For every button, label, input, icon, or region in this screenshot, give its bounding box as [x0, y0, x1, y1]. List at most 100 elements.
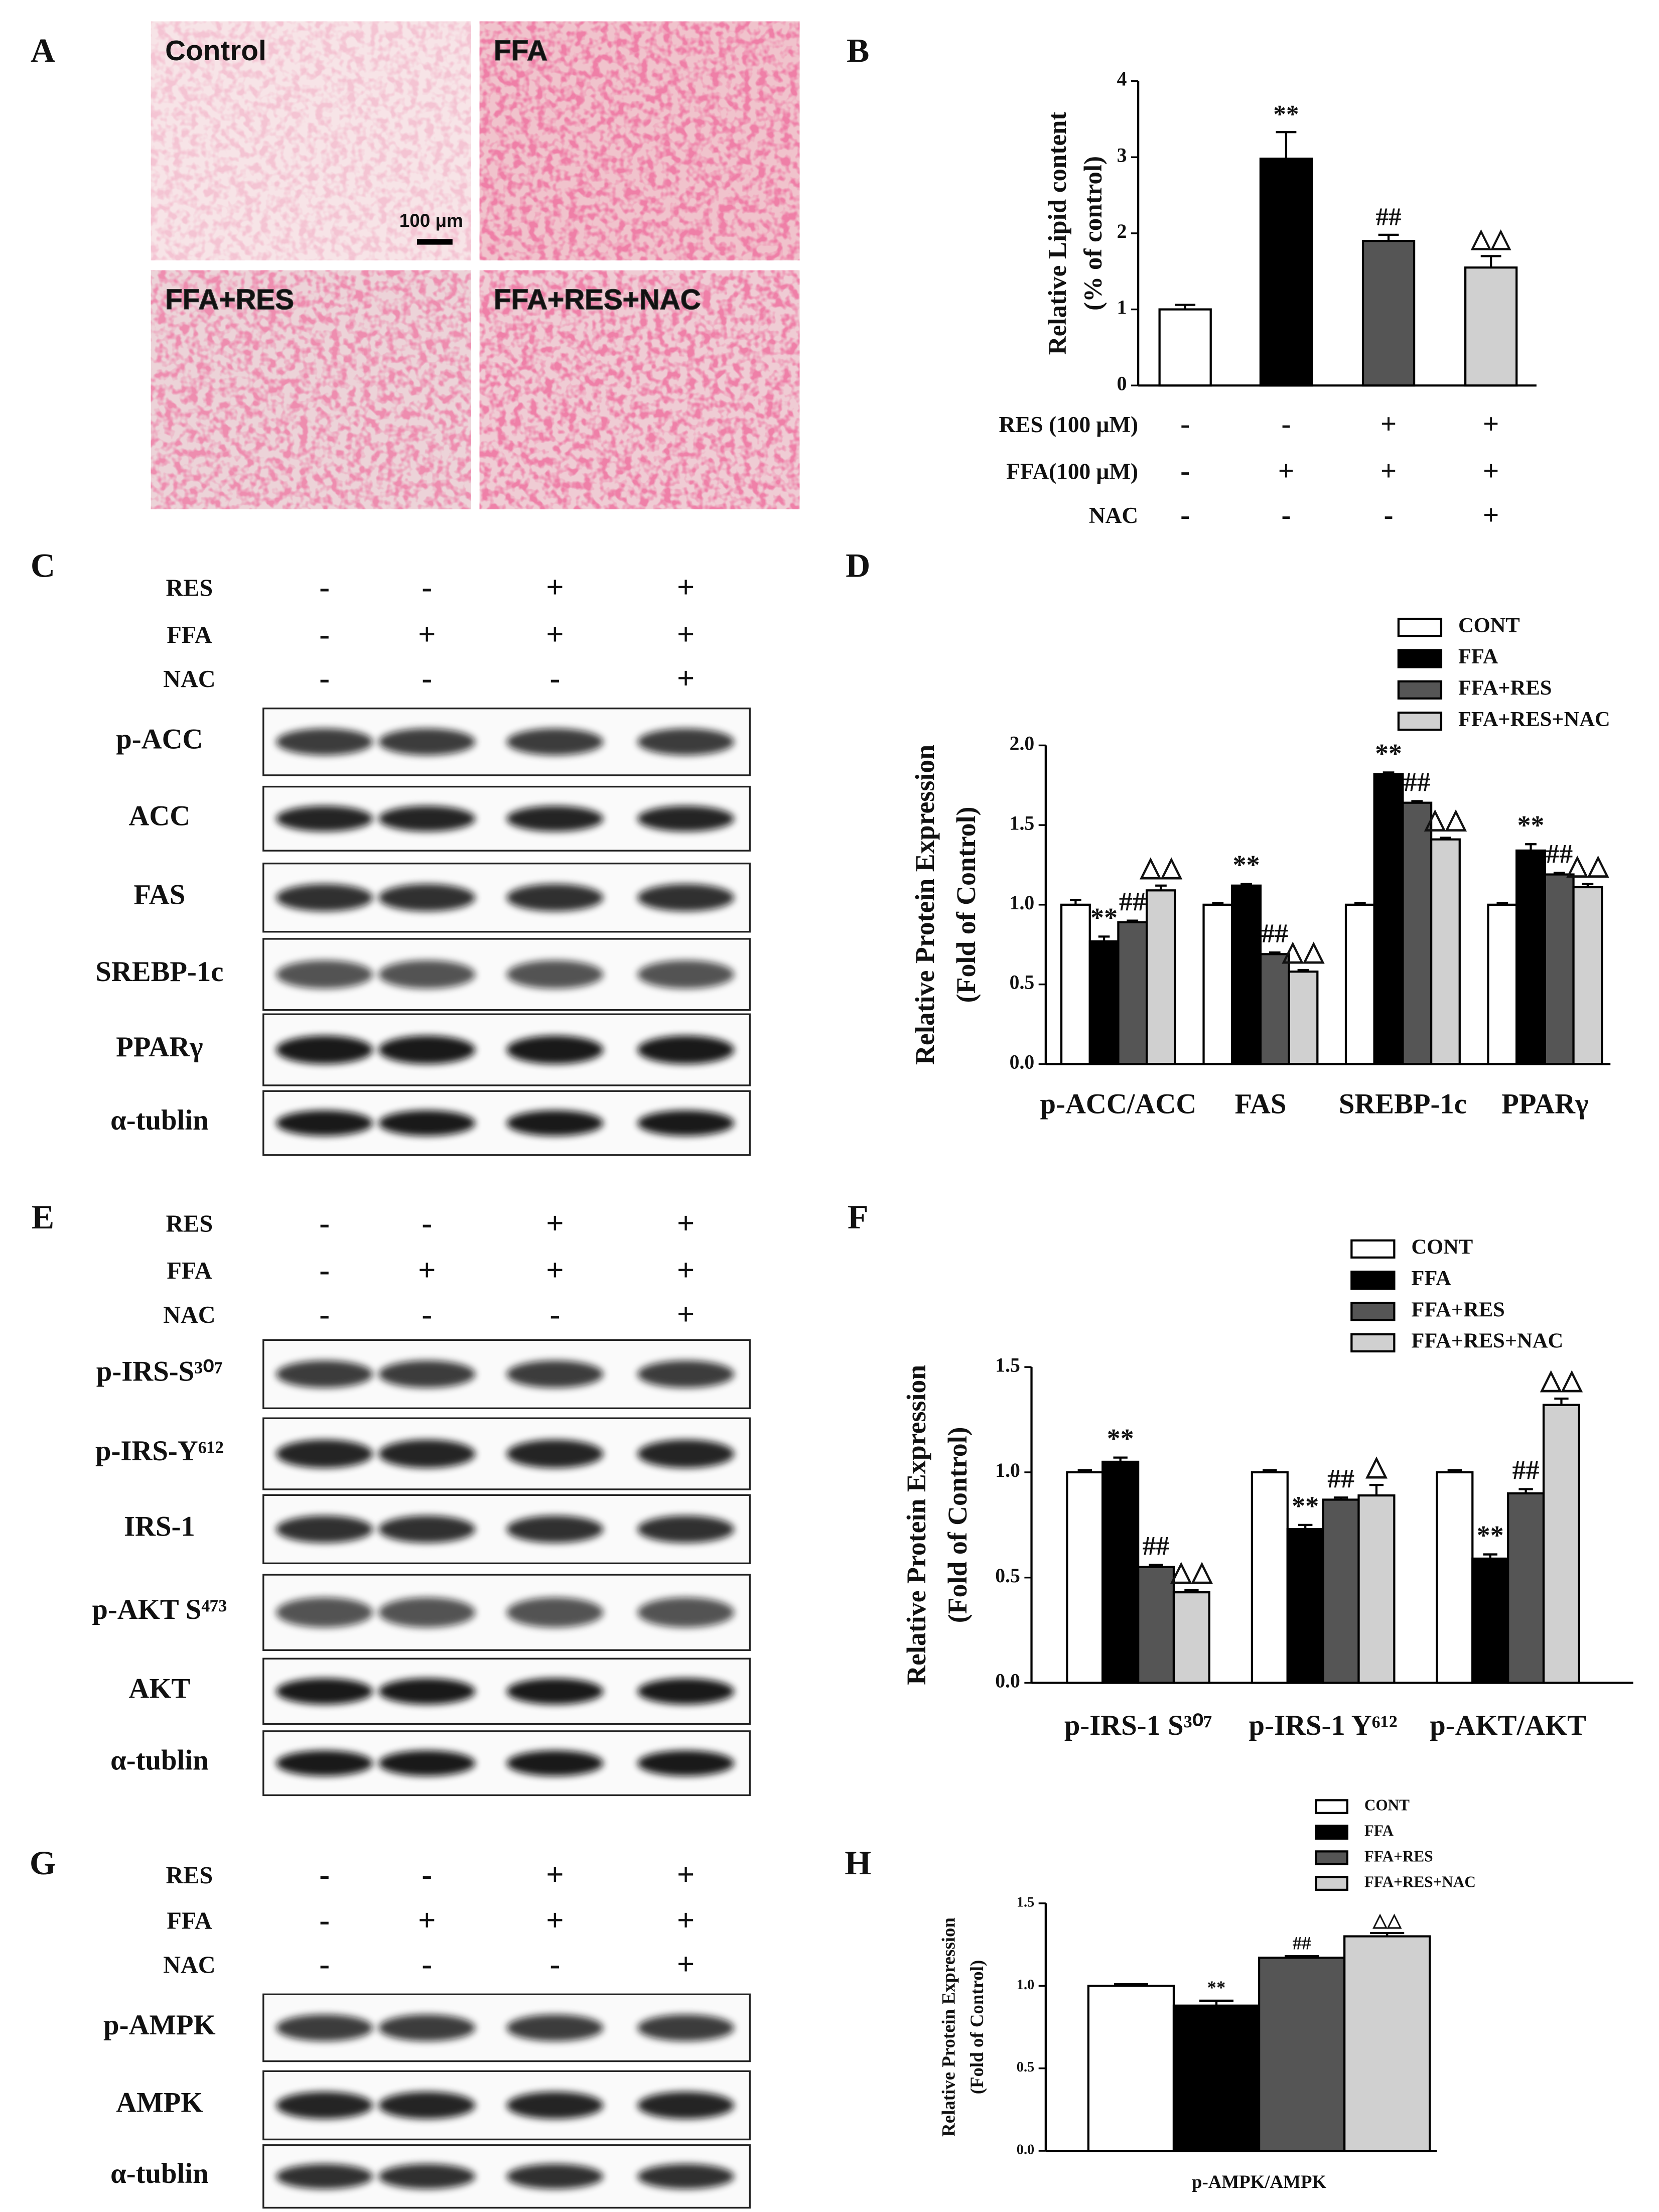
bar	[1507, 1492, 1545, 1684]
legend-label: FFA+RES	[1411, 1298, 1504, 1321]
treatment-sign: -	[422, 1206, 432, 1240]
y-tick-label: 0.0	[995, 1670, 1020, 1692]
significance-label: △△	[1139, 852, 1182, 882]
significance-label: ##	[1293, 1932, 1311, 1953]
significance-label: ##	[1261, 918, 1288, 948]
y-axis-label: Relative Lipid content	[1044, 112, 1072, 355]
y-axis-label: Relative Protein Expression	[938, 1917, 958, 2137]
x-tick-label: p-ACC/ACC	[1040, 1088, 1197, 1120]
bar	[1288, 971, 1319, 1065]
significance-label: **	[1477, 1520, 1504, 1551]
treatment-sign: -	[1180, 499, 1190, 531]
blot-band	[506, 728, 604, 755]
significance-label: ##	[1376, 203, 1402, 231]
blot-band	[506, 1360, 604, 1388]
treatment-sign: -	[550, 1947, 561, 1982]
blot-band	[378, 2164, 476, 2189]
legend-label: FFA	[1411, 1267, 1451, 1290]
x-tick-label: p-AMPK/AMPK	[1192, 2171, 1326, 2192]
legend-swatch	[1397, 712, 1443, 731]
bar	[1572, 886, 1603, 1065]
blot-band	[276, 805, 373, 832]
bar	[1259, 158, 1313, 387]
bar	[1146, 889, 1176, 1065]
treatment-label: FFA(100 μM)	[1006, 459, 1138, 484]
panel-label: A	[31, 31, 55, 69]
panel-label: F	[848, 1198, 869, 1236]
treatment-sign: -	[550, 661, 561, 696]
significance-label: **	[1207, 1977, 1226, 1998]
blot-band	[506, 1110, 604, 1136]
blot-band	[378, 1597, 476, 1628]
y-tick-label: 0.0	[1010, 1051, 1035, 1073]
significance-label: ##	[1512, 1455, 1540, 1485]
bar	[1158, 308, 1212, 387]
blot-band	[506, 1750, 604, 1776]
micrograph-label: FFA+RES+NAC	[494, 284, 701, 316]
blot-band	[506, 960, 604, 989]
treatment-sign: -	[1180, 455, 1190, 487]
y-tick-label: 0.5	[1017, 2059, 1034, 2075]
legend-swatch	[1397, 617, 1443, 637]
bar	[1172, 1591, 1210, 1684]
legend-swatch	[1315, 1876, 1348, 1891]
treatment-sign: +	[418, 617, 436, 651]
y-tick-label: 0.5	[995, 1565, 1020, 1587]
bar	[1202, 903, 1233, 1065]
legend-swatch	[1350, 1333, 1396, 1353]
y-axis-label: (Fold of Control)	[942, 1427, 973, 1623]
blot-band	[378, 2014, 476, 2041]
significance-label: ##	[1546, 839, 1573, 869]
treatment-sign: +	[546, 1253, 564, 1287]
protein-label: p-AKT S⁴⁷³	[92, 1594, 227, 1625]
blot-band	[276, 1439, 373, 1468]
treatment-sign: +	[418, 1253, 436, 1287]
blot-band	[276, 884, 373, 911]
treatment-sign: -	[319, 1297, 330, 1331]
bar	[1286, 1528, 1324, 1684]
treatment-sign: +	[677, 617, 695, 651]
treatment-sign: +	[1483, 499, 1499, 531]
bar	[1402, 801, 1433, 1065]
y-tick-label: 2	[1117, 220, 1127, 242]
significance-label: △△	[1170, 1556, 1213, 1586]
blot-band	[637, 1360, 735, 1388]
bar	[1343, 1935, 1431, 2152]
treatment-sign: -	[422, 1947, 432, 1982]
significance-label: **	[1292, 1491, 1319, 1521]
blot-band	[637, 1597, 735, 1628]
blot-band	[276, 1678, 373, 1705]
significance-label: △△	[1372, 1909, 1402, 1930]
blot-band	[276, 2164, 373, 2189]
legend-swatch	[1397, 649, 1443, 668]
treatment-sign: +	[546, 1903, 564, 1938]
blot-band	[506, 884, 604, 911]
blot-band	[637, 2164, 735, 2189]
protein-label: p-IRS-Y⁶¹²	[95, 1435, 224, 1467]
significance-label: **	[1375, 738, 1402, 768]
legend-label: CONT	[1364, 1796, 1410, 1814]
y-tick-label: 2.0	[1010, 733, 1035, 755]
protein-label: α-tublin	[110, 2158, 208, 2189]
blot-band	[378, 2092, 476, 2119]
micrograph-stain	[479, 21, 800, 260]
protein-label: α-tublin	[110, 1104, 208, 1136]
bar	[1088, 940, 1120, 1065]
protein-label: p-ACC	[116, 723, 203, 755]
treatment-label: RES	[166, 1211, 213, 1237]
panel-label: D	[846, 546, 870, 585]
treatment-sign: -	[422, 661, 432, 696]
protein-label: PPARγ	[116, 1031, 203, 1063]
y-tick-label: 1.0	[1010, 892, 1035, 914]
treatment-sign: +	[677, 1903, 695, 1938]
micrograph-label: Control	[165, 35, 266, 67]
legend-label: FFA+RES	[1364, 1847, 1433, 1865]
blot-band	[637, 2092, 735, 2119]
micrograph-stain	[151, 21, 471, 260]
treatment-label: NAC	[163, 1952, 215, 1978]
y-tick-label: 1.0	[1017, 1977, 1034, 1993]
y-axis-label: (Fold of Control)	[966, 1960, 987, 2094]
blot-band	[637, 960, 735, 989]
protein-label: AKT	[128, 1673, 190, 1705]
